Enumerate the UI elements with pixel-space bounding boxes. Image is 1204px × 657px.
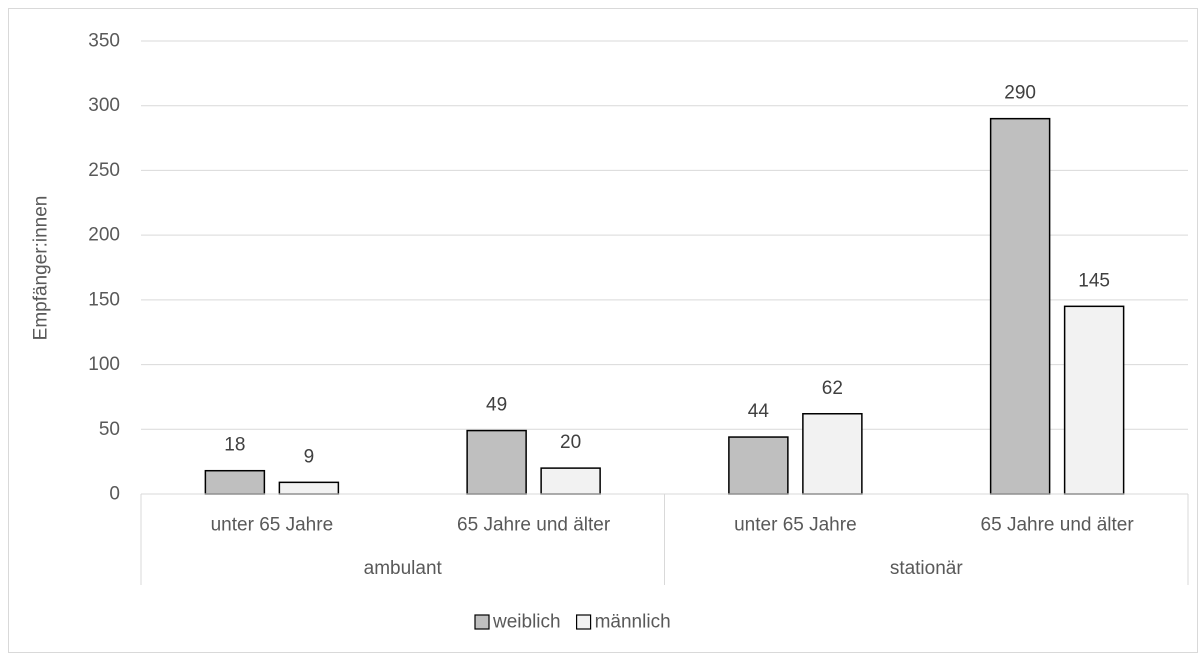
group-label: ambulant (364, 558, 443, 579)
y-axis-title: Empfänger:innen (31, 196, 52, 341)
x-tick-label: unter 65 Jahre (734, 515, 857, 536)
data-label: 44 (748, 401, 770, 422)
bar-weiblich (466, 429, 527, 495)
bar-männlich (278, 481, 340, 495)
legend-label: weiblich (492, 612, 561, 633)
y-tick-label: 250 (88, 160, 120, 181)
y-axis-ticks: 0 50 100 150 200 250 300 350 (88, 31, 120, 505)
legend-swatch (474, 614, 490, 630)
y-tick-label: 300 (88, 95, 120, 116)
y-tick-label: 200 (88, 225, 120, 246)
data-label: 9 (304, 446, 315, 467)
x-axis: ambulant stationär unter 65 Jahre 65 Jahre … (140, 493, 1189, 585)
legend-swatch (575, 614, 592, 630)
bar-männlich (540, 467, 601, 495)
legend-label: männlich (595, 612, 671, 633)
data-label: 145 (1078, 270, 1110, 291)
y-tick-label: 0 (109, 484, 120, 505)
bar-männlich (802, 413, 863, 495)
y-tick-label: 350 (88, 31, 120, 52)
bar-weiblich (204, 469, 266, 495)
bar-weiblich (989, 117, 1051, 495)
bars (204, 117, 1125, 495)
bar-weiblich (728, 436, 789, 495)
x-tick-label: 65 Jahre und älter (457, 515, 611, 536)
data-labels: 18 49 44 290 9 20 62 145 (224, 83, 1110, 468)
data-label: 20 (560, 432, 581, 453)
y-tick-label: 50 (99, 419, 120, 440)
data-label: 49 (486, 395, 507, 416)
x-tick-label: 65 Jahre und älter (981, 515, 1135, 536)
y-tick-label: 100 (88, 354, 120, 375)
bar-männlich (1063, 305, 1125, 495)
group-label: stationär (890, 558, 964, 579)
x-tick-label: unter 65 Jahre (211, 515, 334, 536)
data-label: 62 (822, 378, 843, 399)
data-label: 290 (1004, 83, 1036, 104)
legend: weiblich männlich (474, 612, 671, 633)
data-label: 18 (224, 435, 245, 456)
y-tick-label: 150 (88, 289, 120, 310)
